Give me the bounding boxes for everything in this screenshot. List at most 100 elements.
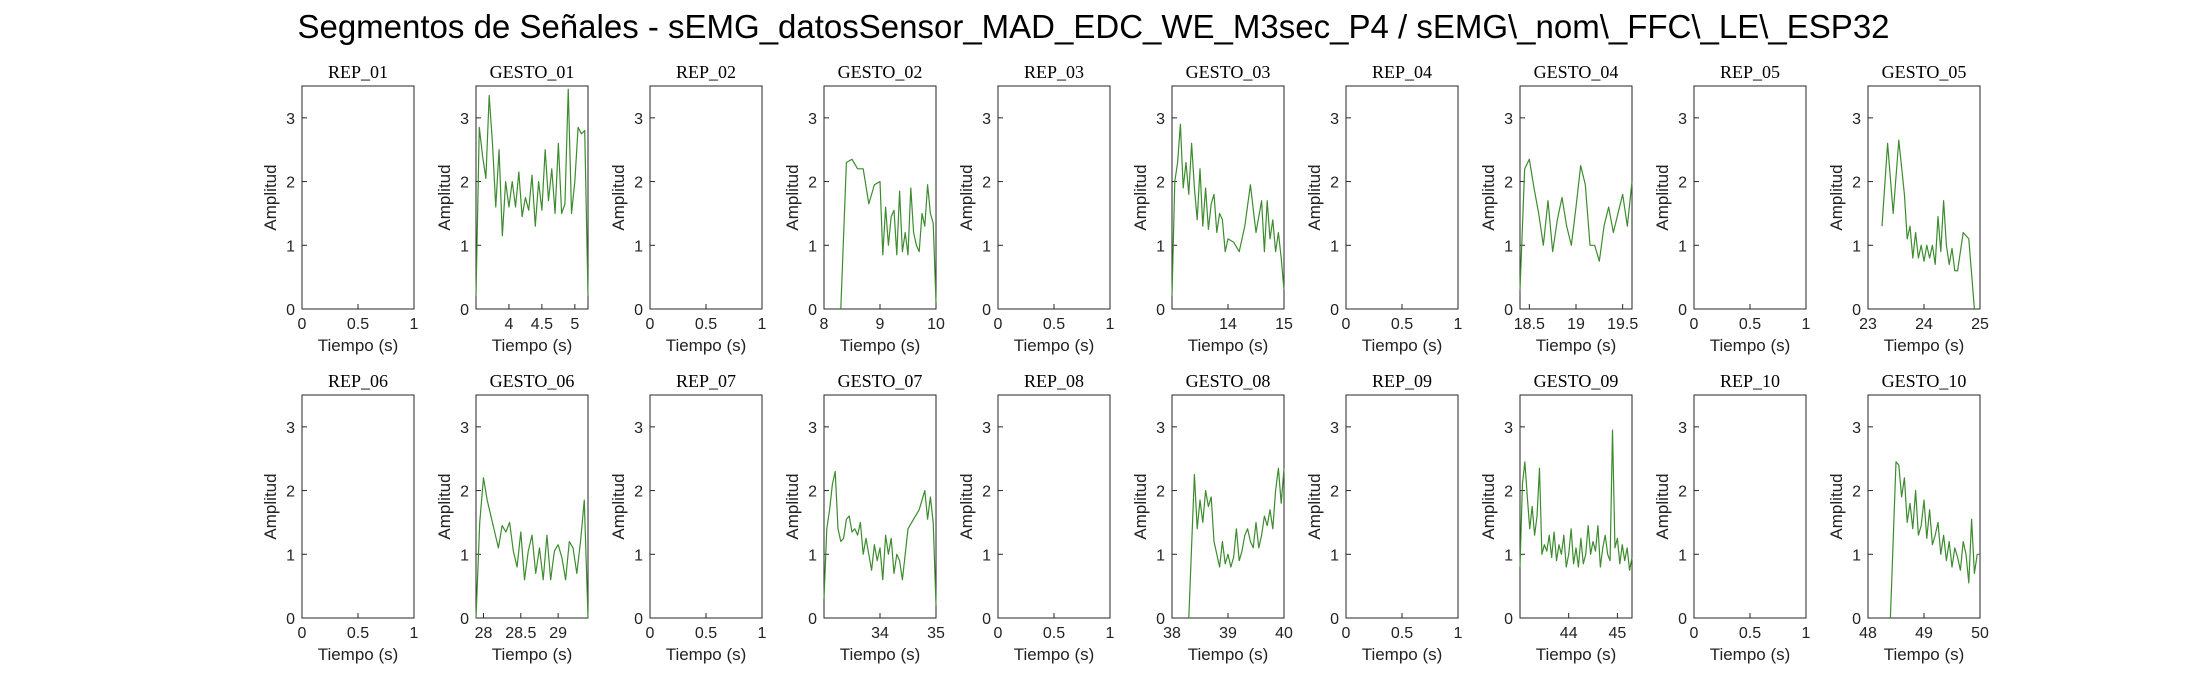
y-tick-label: 1 <box>1678 547 1687 564</box>
y-tick-label: 1 <box>1852 547 1861 564</box>
y-axis-label: Amplitud <box>1653 473 1672 539</box>
y-tick-label: 2 <box>1504 175 1513 192</box>
signal-line <box>823 470 937 606</box>
x-tick-label: 19.5 <box>1607 316 1638 333</box>
y-tick-label: 1 <box>808 547 817 564</box>
x-tick-label: 0.5 <box>1739 316 1761 333</box>
subplot-rep-04: REP_04 0 1 2 3 0 0.5 1 Tiempo (s) Amplitud <box>1305 62 1463 355</box>
axes-frame <box>1693 394 1807 619</box>
y-tick-label: 3 <box>1678 111 1687 128</box>
x-tick-label: 28 <box>475 625 493 642</box>
subplot-gesto-09: GESTO_09 0 1 2 3 44 45 Tiempo (s) Amplitud <box>1479 371 1633 664</box>
signal-line <box>1171 123 1285 297</box>
x-axis-label: Tiempo (s) <box>492 645 573 664</box>
signal-line <box>475 477 589 619</box>
x-tick-label: 0 <box>646 625 655 642</box>
x-tick-label: 49 <box>1915 625 1933 642</box>
y-axis-label: Amplitud <box>609 473 628 539</box>
subplot-title: REP_06 <box>328 371 388 391</box>
subplot-title: REP_09 <box>1372 371 1432 391</box>
y-tick-label: 0 <box>1330 302 1339 319</box>
y-axis-label: Amplitud <box>609 164 628 230</box>
x-tick-label: 0 <box>1690 316 1699 333</box>
y-axis-label: Amplitud <box>783 473 802 539</box>
y-tick-label: 2 <box>982 175 991 192</box>
subplot-title: GESTO_04 <box>1534 62 1619 82</box>
y-tick-label: 1 <box>808 238 817 255</box>
x-tick-label: 0.5 <box>347 316 369 333</box>
subplot-gesto-08: GESTO_08 0 1 2 3 38 39 40 Tiempo (s) Amplitud <box>1131 371 1293 664</box>
x-tick-label: 38 <box>1163 625 1181 642</box>
y-axis-label: Amplitud <box>1653 164 1672 230</box>
axes-frame <box>301 394 415 619</box>
x-tick-label: 5 <box>570 316 579 333</box>
y-axis-label: Amplitud <box>1305 473 1324 539</box>
axes-frame <box>649 85 763 310</box>
y-tick-label: 1 <box>460 547 469 564</box>
y-axis-label: Amplitud <box>957 164 976 230</box>
subplot-title: GESTO_03 <box>1186 62 1271 82</box>
x-axis-label: Tiempo (s) <box>666 645 747 664</box>
x-axis-label: Tiempo (s) <box>1014 336 1095 355</box>
subplot-title: REP_02 <box>676 62 736 82</box>
y-tick-label: 3 <box>1330 111 1339 128</box>
y-tick-label: 3 <box>286 420 295 437</box>
y-tick-label: 3 <box>982 111 991 128</box>
signal-line <box>1881 139 1975 310</box>
y-tick-label: 2 <box>460 175 469 192</box>
x-tick-label: 10 <box>927 316 945 333</box>
x-tick-label: 35 <box>927 625 945 642</box>
y-axis-label: Amplitud <box>1479 473 1498 539</box>
subplot-title: GESTO_10 <box>1882 371 1967 391</box>
axes-frame <box>1519 394 1633 619</box>
y-axis-label: Amplitud <box>1305 164 1324 230</box>
signal-line <box>1188 467 1285 619</box>
x-tick-label: 24 <box>1915 316 1933 333</box>
subplot-rep-06: REP_06 0 1 2 3 0 0.5 1 Tiempo (s) Amplitud <box>261 371 419 664</box>
x-tick-label: 39 <box>1219 625 1237 642</box>
x-tick-label: 4 <box>504 316 513 333</box>
x-tick-label: 45 <box>1608 625 1626 642</box>
x-tick-label: 1 <box>1454 625 1463 642</box>
y-tick-label: 2 <box>1330 175 1339 192</box>
y-axis-label: Amplitud <box>783 164 802 230</box>
axes-frame <box>997 394 1111 619</box>
y-tick-label: 2 <box>286 175 295 192</box>
x-tick-label: 8 <box>820 316 829 333</box>
axes-frame <box>1867 85 1981 310</box>
x-tick-label: 0 <box>1342 625 1351 642</box>
x-axis-label: Tiempo (s) <box>840 336 921 355</box>
subplot-title: GESTO_07 <box>838 371 923 391</box>
x-tick-label: 0.5 <box>1043 316 1065 333</box>
y-tick-label: 2 <box>634 175 643 192</box>
subplot-title: REP_05 <box>1720 62 1780 82</box>
x-tick-label: 19 <box>1567 316 1585 333</box>
axes-frame <box>1345 85 1459 310</box>
axes-frame <box>1171 85 1285 310</box>
x-tick-label: 18.5 <box>1514 316 1545 333</box>
subplot-gesto-06: GESTO_06 0 1 2 3 28 28.5 29 Tiempo (s) Amplitud <box>435 371 589 664</box>
subplot-rep-03: REP_03 0 1 2 3 0 0.5 1 Tiempo (s) Amplitud <box>957 62 1115 355</box>
x-tick-label: 48 <box>1859 625 1877 642</box>
y-tick-label: 1 <box>1852 238 1861 255</box>
x-axis-label: Tiempo (s) <box>1884 336 1965 355</box>
x-tick-label: 1 <box>758 316 767 333</box>
subplot-title: GESTO_02 <box>838 62 923 82</box>
y-tick-label: 0 <box>1852 302 1861 319</box>
x-tick-label: 0.5 <box>1391 316 1413 333</box>
x-tick-label: 23 <box>1859 316 1877 333</box>
signal-line <box>840 158 937 310</box>
x-axis-label: Tiempo (s) <box>1014 645 1095 664</box>
x-tick-label: 1 <box>1106 316 1115 333</box>
x-axis-label: Tiempo (s) <box>318 645 399 664</box>
x-axis-label: Tiempo (s) <box>840 645 921 664</box>
y-axis-label: Amplitud <box>1131 473 1150 539</box>
x-tick-label: 0 <box>1690 625 1699 642</box>
y-axis-label: Amplitud <box>261 473 280 539</box>
x-tick-label: 1 <box>410 625 419 642</box>
y-tick-label: 3 <box>460 111 469 128</box>
y-tick-label: 2 <box>634 484 643 501</box>
x-tick-label: 34 <box>871 625 889 642</box>
